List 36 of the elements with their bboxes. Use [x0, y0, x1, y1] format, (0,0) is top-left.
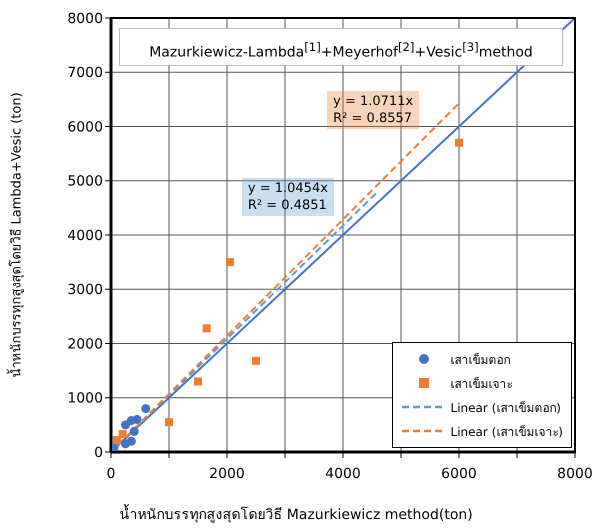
- y-axis-title: น้ำหนักบรรทุกสูงสุดโดยวิธี Lambda+Vesic (ton): [6, 92, 26, 378]
- legend-label: เสาเข็มตอก: [450, 352, 511, 368]
- annotation: y = 1.0454x R² = 0.4851: [242, 178, 334, 216]
- point: [202, 324, 211, 332]
- y-tick-label: 4000: [67, 228, 103, 244]
- point: [252, 356, 260, 365]
- annotation: y = 1.0711x R² = 0.8557: [327, 91, 420, 130]
- point: [118, 430, 127, 438]
- x-tick-label: 4000: [325, 466, 361, 482]
- y-tick-label: 7000: [67, 65, 103, 82]
- legend-label: Linear (เสาเข็มตอก): [450, 400, 561, 416]
- y-tick-label: 0: [94, 444, 103, 461]
- x-tick-label: 2000: [209, 466, 245, 482]
- point: [120, 420, 130, 430]
- point: [120, 439, 130, 448]
- text: Mazurkiewicz-Lambda$^{[1]}$+Meyerhof$^{[2]}$+Vesic$^{[3]}$method: [149, 40, 533, 61]
- x-tick-label: 8000: [557, 466, 592, 482]
- y-tick-label: 3000: [67, 282, 103, 298]
- point: [132, 414, 142, 424]
- point: [226, 258, 234, 266]
- y-tick-label: 6000: [67, 119, 103, 136]
- legend-label: Linear (เสาเข็มเจาะ): [450, 424, 563, 440]
- point: [141, 404, 150, 414]
- y-tick-label: 5000: [67, 174, 103, 190]
- x-tick-label: 0: [106, 466, 116, 482]
- y-tick-label: 2000: [67, 336, 103, 352]
- point: [165, 418, 173, 426]
- y-tick-label: 8000: [67, 10, 103, 27]
- point: [112, 436, 121, 444]
- x-axis-title: น้ำหนักบรรทุกสูงสุดโดยวิธี Mazurkiewicz method(ton): [118, 503, 474, 525]
- point: [130, 426, 139, 436]
- point: [194, 377, 202, 386]
- point: [455, 138, 463, 147]
- legend-label: เสาเข็มเจาะ: [450, 376, 513, 392]
- y-tick-label: 1000: [67, 390, 103, 407]
- x-tick-label: 6000: [441, 466, 477, 482]
